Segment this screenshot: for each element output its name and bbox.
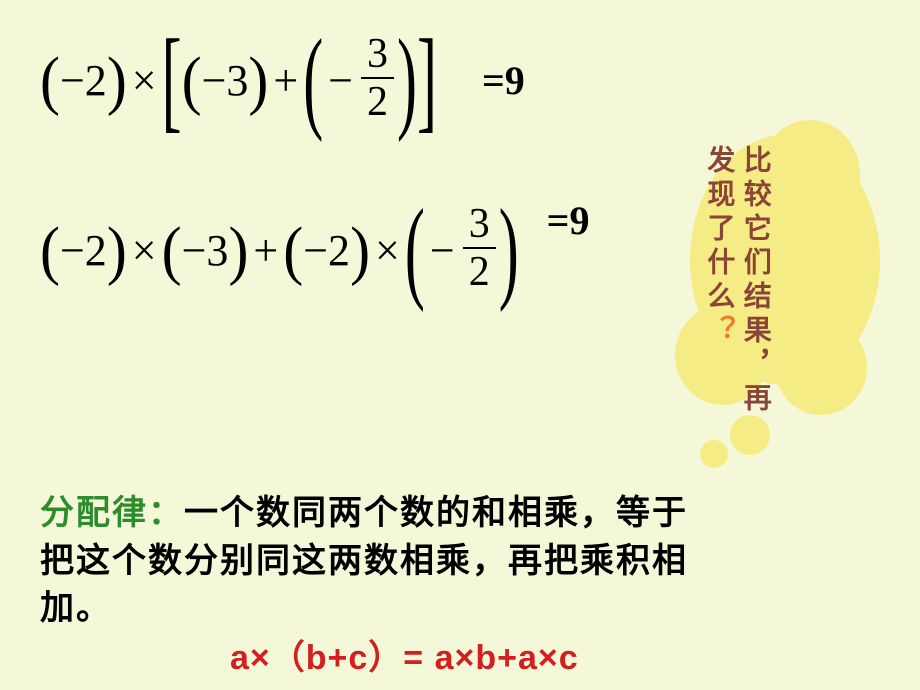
thought-cloud: 比较它们结果，再发现了什么？ <box>670 120 900 460</box>
eq2-term1: −2 <box>60 225 107 276</box>
definition-line3: 加。 <box>40 590 112 627</box>
eq2-result: =9 <box>547 197 590 244</box>
eq1-frac-sign: − <box>328 55 353 106</box>
eq2-frac-num: 3 <box>463 203 496 249</box>
eq2-term3: −2 <box>303 225 350 276</box>
eq2-fraction: 3 2 <box>463 203 496 293</box>
equation-2-math: ( −2 ) × ( −3 ) + ( −2 ) × ( − 3 2 ) <box>40 185 519 315</box>
eq1-frac-num: 3 <box>361 33 394 79</box>
definition-label: 分配律： <box>40 495 184 532</box>
definition-line1: 一个数同两个数的和相乘，等于 <box>184 495 688 532</box>
eq1-result: =9 <box>482 57 525 104</box>
eq1-fraction: 3 2 <box>361 33 394 123</box>
definition-text: 分配律：一个数同两个数的和相乘，等于 把这个数分别同这两数相乘，再把乘积相 加。 <box>40 490 688 633</box>
eq1-term1: −2 <box>60 55 107 106</box>
cloud-line1: 比较它们结果， <box>740 145 771 383</box>
cloud-mark: ？ <box>703 315 734 349</box>
equation-1-math: ( −2 ) × [ ( −3 ) + ( − 3 2 ) ] <box>40 15 437 145</box>
eq1-frac-den: 2 <box>361 79 394 123</box>
distributive-formula: a×（b+c）= a×b+a×c <box>230 630 579 679</box>
eq2-term2: −3 <box>182 225 229 276</box>
eq1-term2: −3 <box>202 55 249 106</box>
equation-1: ( −2 ) × [ ( −3 ) + ( − 3 2 ) ] =9 <box>40 15 525 145</box>
equation-2: ( −2 ) × ( −3 ) + ( −2 ) × ( − 3 2 ) =9 <box>40 185 589 315</box>
eq2-frac-sign: − <box>430 225 455 276</box>
eq2-frac-den: 2 <box>463 249 496 293</box>
cloud-text: 比较它们结果，再发现了什么？ <box>700 145 773 435</box>
definition-line2: 把这个数分别同这两数相乘，再把乘积相 <box>40 543 688 580</box>
